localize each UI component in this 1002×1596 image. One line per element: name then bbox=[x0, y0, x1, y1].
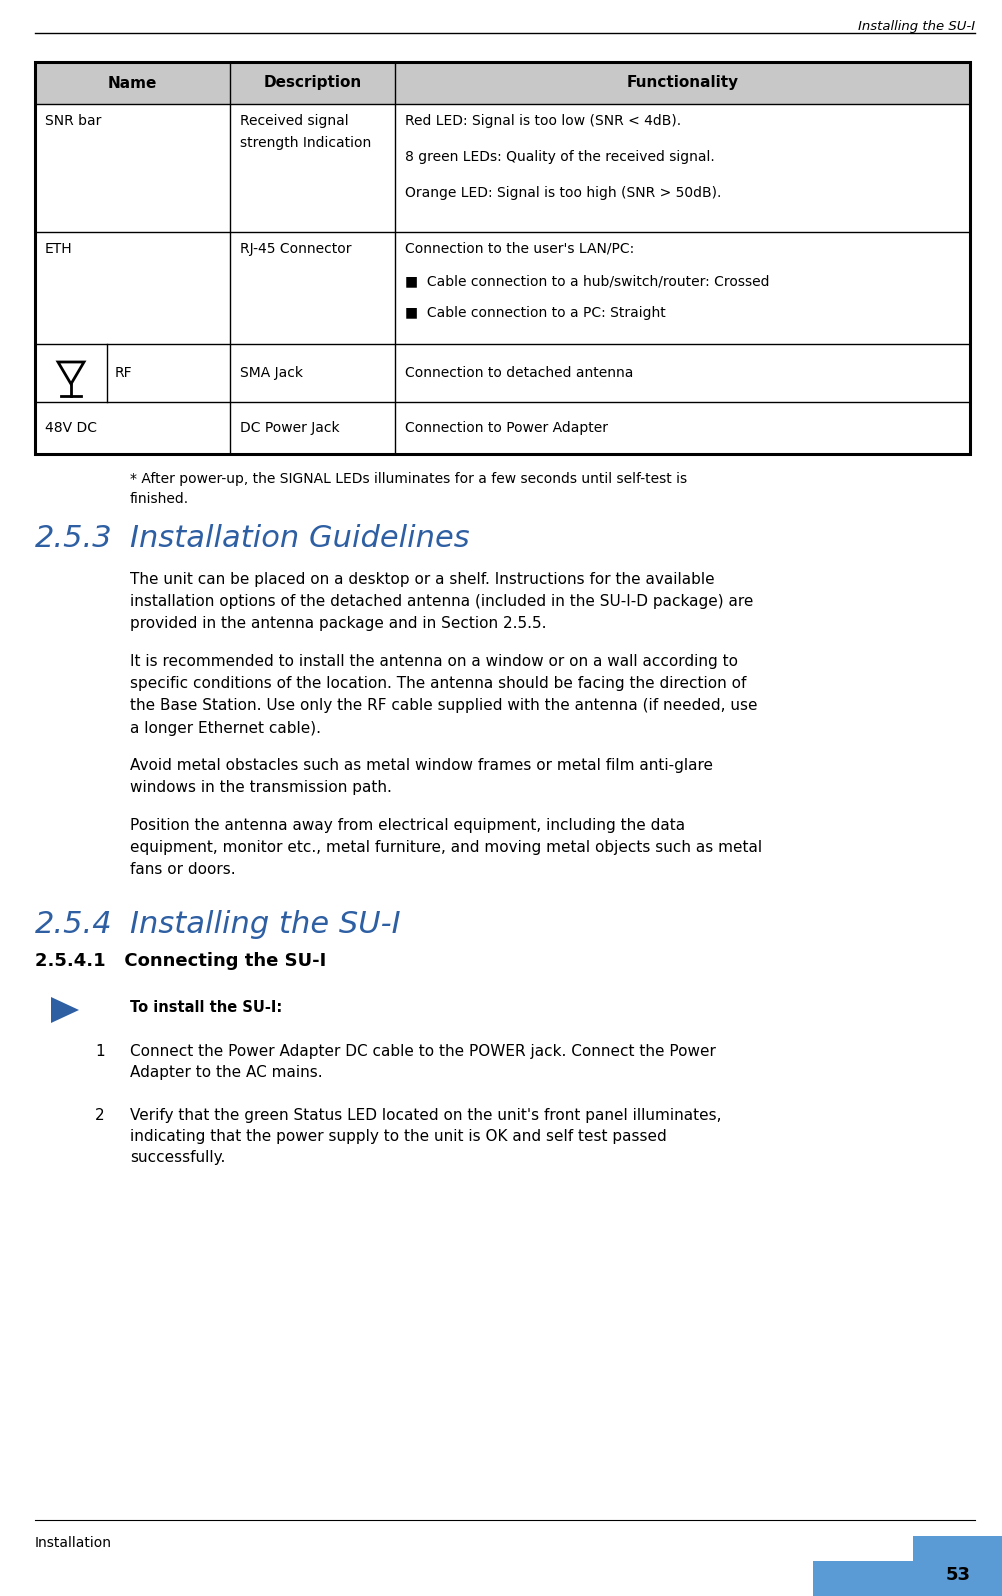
Text: Connection to the user's LAN/PC:: Connection to the user's LAN/PC: bbox=[405, 243, 633, 255]
Text: Installation Guidelines: Installation Guidelines bbox=[130, 523, 469, 552]
Bar bbox=[35, 62, 969, 104]
Text: To install the SU-I:: To install the SU-I: bbox=[130, 1001, 282, 1015]
Text: finished.: finished. bbox=[130, 492, 189, 506]
Text: Orange LED: Signal is too high (SNR > 50dB).: Orange LED: Signal is too high (SNR > 50… bbox=[405, 187, 720, 200]
Text: SNR bar: SNR bar bbox=[45, 113, 101, 128]
Text: Verify that the green Status LED located on the unit's front panel illuminates,
: Verify that the green Status LED located… bbox=[130, 1108, 720, 1165]
Polygon shape bbox=[51, 998, 79, 1023]
Text: Position the antenna away from electrical equipment, including the data
equipmen: Position the antenna away from electrica… bbox=[130, 819, 762, 878]
Text: DC Power Jack: DC Power Jack bbox=[239, 421, 340, 436]
Bar bbox=[912, 1535, 1002, 1596]
Text: Connection to detached antenna: Connection to detached antenna bbox=[405, 365, 632, 380]
Text: SMA Jack: SMA Jack bbox=[239, 365, 303, 380]
Text: strength Indication: strength Indication bbox=[239, 136, 371, 150]
Text: Avoid metal obstacles such as metal window frames or metal film anti-glare
windo: Avoid metal obstacles such as metal wind… bbox=[130, 758, 712, 795]
Text: RJ-45 Connector: RJ-45 Connector bbox=[239, 243, 351, 255]
Text: 53: 53 bbox=[945, 1566, 970, 1583]
Bar bbox=[35, 62, 969, 453]
Text: Red LED: Signal is too low (SNR < 4dB).: Red LED: Signal is too low (SNR < 4dB). bbox=[405, 113, 680, 128]
Text: 2: 2 bbox=[95, 1108, 104, 1124]
Text: * After power-up, the SIGNAL LEDs illuminates for a few seconds until self-test : * After power-up, the SIGNAL LEDs illumi… bbox=[130, 472, 686, 487]
Text: Name: Name bbox=[107, 75, 157, 91]
Text: 2.5.3: 2.5.3 bbox=[35, 523, 112, 552]
Text: Installing the SU-I: Installing the SU-I bbox=[130, 910, 400, 938]
Text: Installation: Installation bbox=[35, 1535, 112, 1550]
Text: 1: 1 bbox=[95, 1044, 104, 1060]
Bar bbox=[813, 1561, 912, 1596]
Text: RF: RF bbox=[115, 365, 132, 380]
Text: ■  Cable connection to a hub/switch/router: Crossed: ■ Cable connection to a hub/switch/route… bbox=[405, 275, 769, 287]
Text: 2.5.4: 2.5.4 bbox=[35, 910, 112, 938]
Text: ■  Cable connection to a PC: Straight: ■ Cable connection to a PC: Straight bbox=[405, 306, 665, 321]
Text: 2.5.4.1   Connecting the SU-I: 2.5.4.1 Connecting the SU-I bbox=[35, 951, 326, 970]
Text: It is recommended to install the antenna on a window or on a wall according to
s: It is recommended to install the antenna… bbox=[130, 654, 757, 736]
Text: Connect the Power Adapter DC cable to the POWER jack. Connect the Power
Adapter : Connect the Power Adapter DC cable to th… bbox=[130, 1044, 715, 1080]
Text: Connection to Power Adapter: Connection to Power Adapter bbox=[405, 421, 607, 436]
Text: 48V DC: 48V DC bbox=[45, 421, 97, 436]
Text: Installing the SU-I: Installing the SU-I bbox=[857, 21, 974, 34]
Text: 8 green LEDs: Quality of the received signal.: 8 green LEDs: Quality of the received si… bbox=[405, 150, 714, 164]
Text: Functionality: Functionality bbox=[626, 75, 737, 91]
Text: Received signal: Received signal bbox=[239, 113, 349, 128]
Text: Description: Description bbox=[264, 75, 362, 91]
Text: The unit can be placed on a desktop or a shelf. Instructions for the available
i: The unit can be placed on a desktop or a… bbox=[130, 571, 753, 632]
Text: ETH: ETH bbox=[45, 243, 72, 255]
